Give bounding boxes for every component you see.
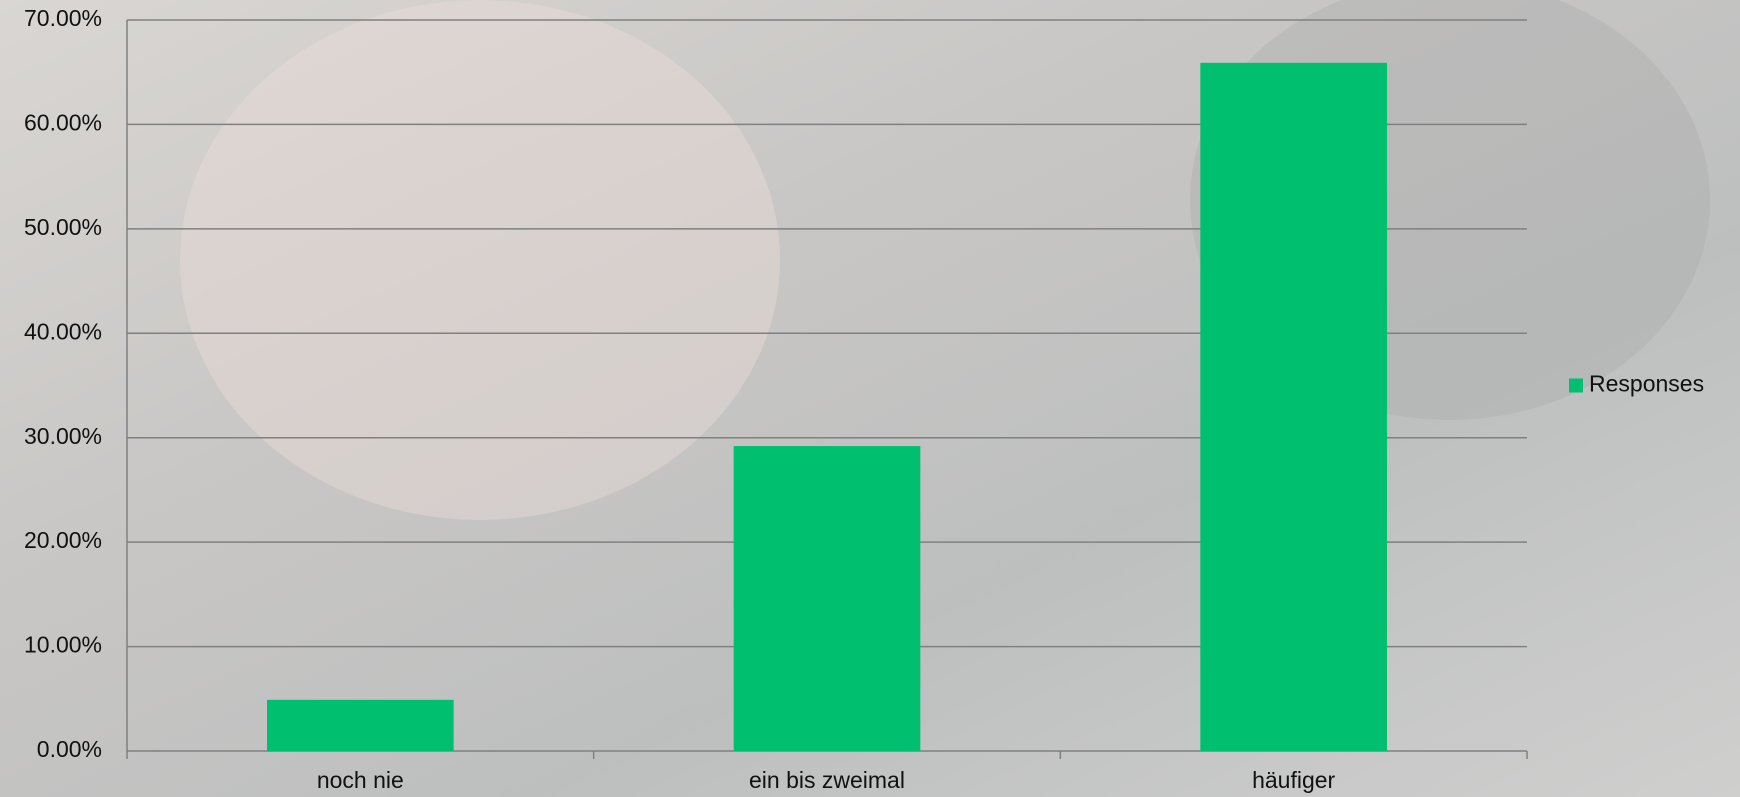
x-tick-label: häufiger <box>1252 767 1335 793</box>
y-tick-label: 20.00% <box>24 527 102 553</box>
y-tick-label: 30.00% <box>24 423 102 449</box>
y-tick-label: 40.00% <box>24 318 102 344</box>
background-photo <box>180 0 780 520</box>
y-tick-label: 0.00% <box>37 736 102 762</box>
legend-label: Responses <box>1589 371 1704 397</box>
y-tick-label: 10.00% <box>24 632 102 658</box>
x-tick-label: noch nie <box>317 767 404 793</box>
bar <box>733 446 921 751</box>
bar <box>267 699 454 751</box>
legend-swatch <box>1569 378 1583 393</box>
y-tick-label: 60.00% <box>24 110 102 136</box>
y-tick-label: 70.00% <box>24 5 102 31</box>
bar <box>1200 62 1387 751</box>
y-tick-label: 50.00% <box>24 214 102 240</box>
x-tick-label: ein bis zweimal <box>749 767 905 793</box>
